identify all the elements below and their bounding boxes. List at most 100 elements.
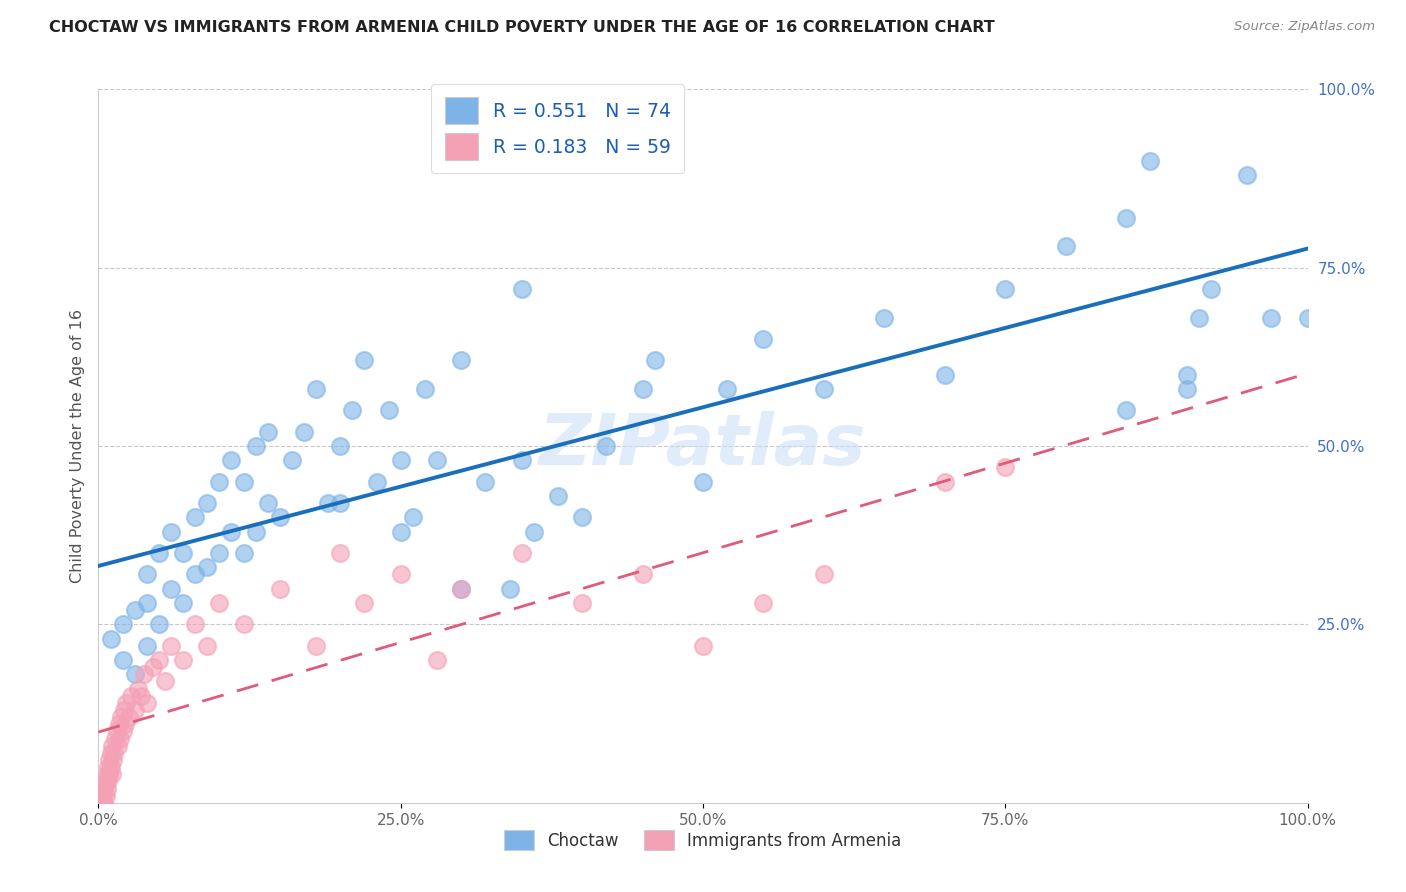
Point [873, 310, 896, 325]
Point [329, 546, 352, 560]
Point [994, 460, 1017, 475]
Point [101, 753, 124, 767]
Point [105, 724, 128, 739]
Point [571, 596, 593, 610]
Point [195, 496, 218, 510]
Point [111, 653, 134, 667]
Point [208, 546, 231, 560]
Point [1236, 168, 1258, 182]
Point [389, 567, 412, 582]
Point [103, 746, 125, 760]
Point [353, 596, 375, 610]
Point [498, 582, 520, 596]
Point [269, 510, 291, 524]
Point [1199, 282, 1222, 296]
Point [631, 567, 654, 582]
Point [195, 639, 218, 653]
Point [692, 475, 714, 489]
Point [135, 639, 157, 653]
Point [94, 774, 117, 789]
Point [245, 439, 267, 453]
Point [107, 739, 129, 753]
Point [96, 781, 118, 796]
Point [510, 546, 533, 560]
Point [127, 681, 149, 696]
Point [389, 453, 412, 467]
Point [221, 453, 243, 467]
Point [292, 425, 315, 439]
Point [353, 353, 375, 368]
Point [134, 667, 156, 681]
Point [91, 796, 114, 810]
Point [208, 475, 231, 489]
Point [148, 546, 170, 560]
Point [994, 282, 1017, 296]
Point [1115, 211, 1137, 225]
Point [413, 382, 436, 396]
Point [402, 510, 425, 524]
Point [160, 639, 183, 653]
Point [91, 789, 114, 803]
Point [111, 617, 134, 632]
Point [97, 774, 120, 789]
Point [474, 475, 496, 489]
Point [813, 382, 835, 396]
Point [124, 703, 146, 717]
Point [114, 717, 136, 731]
Point [110, 710, 132, 724]
Point [98, 753, 121, 767]
Point [510, 282, 533, 296]
Point [329, 439, 352, 453]
Point [377, 403, 399, 417]
Point [111, 724, 134, 739]
Point [93, 781, 115, 796]
Point [97, 760, 120, 774]
Point [692, 639, 714, 653]
Point [232, 546, 254, 560]
Point [112, 703, 135, 717]
Point [160, 582, 183, 596]
Text: CHOCTAW VS IMMIGRANTS FROM ARMENIA CHILD POVERTY UNDER THE AGE OF 16 CORRELATION: CHOCTAW VS IMMIGRANTS FROM ARMENIA CHILD… [49, 20, 995, 35]
Point [450, 582, 472, 596]
Point [716, 382, 738, 396]
Point [108, 731, 131, 746]
Point [93, 796, 115, 810]
Point [184, 510, 207, 524]
Point [510, 453, 533, 467]
Y-axis label: Child Poverty Under the Age of 16: Child Poverty Under the Age of 16 [69, 309, 84, 583]
Point [172, 596, 194, 610]
Point [104, 731, 127, 746]
Point [108, 717, 131, 731]
Point [426, 453, 449, 467]
Point [256, 425, 278, 439]
Point [184, 567, 207, 582]
Point [934, 475, 956, 489]
Point [172, 653, 194, 667]
Point [1175, 368, 1198, 382]
Point [245, 524, 267, 539]
Point [1139, 153, 1161, 168]
Legend: Choctaw, Immigrants from Armenia: Choctaw, Immigrants from Armenia [496, 822, 910, 859]
Point [115, 696, 138, 710]
Point [232, 617, 254, 632]
Text: Source: ZipAtlas.com: Source: ZipAtlas.com [1234, 20, 1375, 33]
Point [100, 632, 122, 646]
Point [172, 546, 194, 560]
Point [281, 453, 304, 467]
Point [118, 710, 141, 724]
Point [148, 617, 170, 632]
Point [269, 582, 291, 596]
Point [1296, 310, 1319, 325]
Point [450, 582, 472, 596]
Point [221, 524, 243, 539]
Point [208, 596, 231, 610]
Point [135, 596, 157, 610]
Point [160, 524, 183, 539]
Point [1115, 403, 1137, 417]
Point [752, 596, 775, 610]
Point [813, 567, 835, 582]
Point [120, 689, 142, 703]
Point [142, 660, 165, 674]
Point [1260, 310, 1282, 325]
Point [305, 639, 328, 653]
